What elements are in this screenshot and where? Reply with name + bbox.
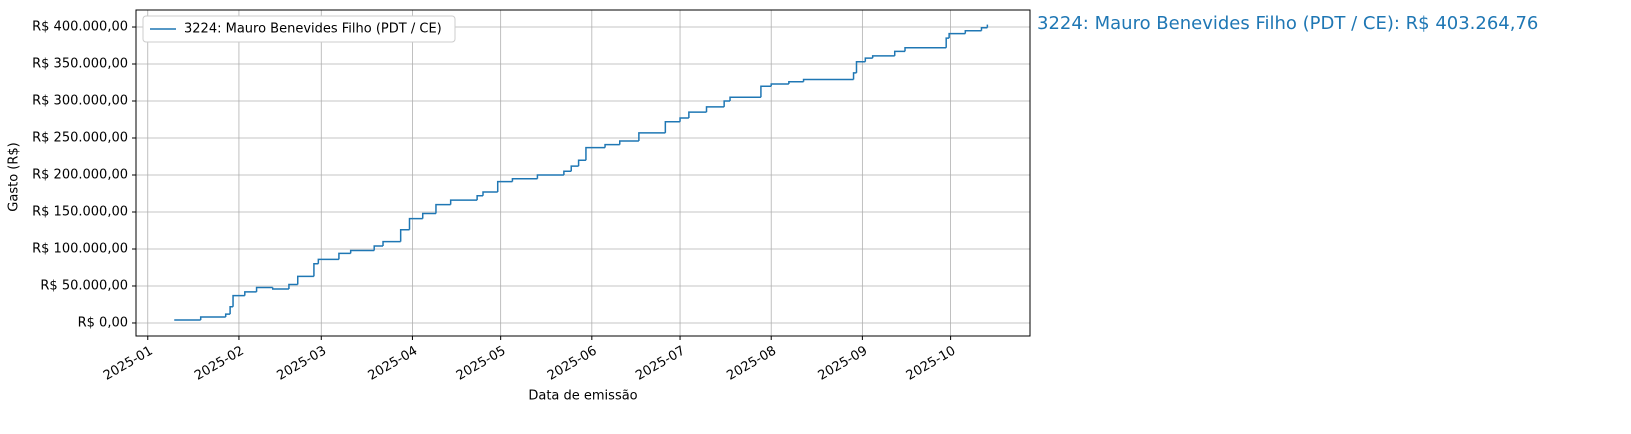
step-segment [338,252,351,260]
step-segment [313,263,319,277]
step-segment [511,177,538,182]
x-axis-label: Data de emissão [528,389,637,404]
step-segment [788,81,804,84]
step-segment [638,132,666,141]
step-segment [729,96,761,102]
y-tick-label: R$ 400.000,00 [32,20,128,35]
step-segment [435,203,451,214]
step-segment [570,165,579,172]
step-segment [760,85,772,98]
step-segment [770,83,789,87]
y-tick-label: R$ 0,00 [78,315,128,330]
step-segment [871,55,895,59]
step-segment [585,146,606,161]
step-segment [964,29,982,34]
step-segment [373,245,384,251]
step-segment [244,291,257,296]
step-segment [723,100,731,107]
step-segment [893,50,906,56]
step-segment [482,191,498,196]
step-segment [496,180,513,193]
step-segment [288,283,298,289]
y-tick-label: R$ 350.000,00 [32,57,128,72]
step-segment [199,316,226,321]
step-segment [679,117,689,122]
legend-box [142,15,456,43]
x-tick-label: 2025-09 [816,344,871,384]
legend-label: 3224: Mauro Benevides Filho (PDT / CE) [184,22,442,37]
step-segment [421,212,436,219]
y-axis-label: Gasto (R$) [7,142,22,211]
step-segment [382,240,401,247]
step-segment [802,78,854,82]
x-tick-label: 2025-05 [454,344,509,384]
plot-frame [135,9,1031,337]
x-tick-label: 2025-01 [101,344,156,384]
step-segment [980,27,988,31]
step-segment [255,286,273,292]
step-segment [945,37,950,48]
step-segment [705,106,725,113]
step-segment [224,313,231,318]
step-segment [408,217,423,230]
step-segment [619,140,639,145]
y-tick-label: R$ 100.000,00 [32,241,128,256]
step-segment [317,258,339,264]
step-segment [948,32,966,39]
step-segment [449,199,478,205]
y-tick-label: R$ 150.000,00 [32,204,128,219]
step-segment [604,143,620,148]
step-segment [229,305,234,315]
step-segment [536,174,564,179]
step-segment [688,111,707,119]
x-tick-label: 2025-02 [192,344,247,384]
step-segment [476,194,484,201]
x-tick-label: 2025-03 [274,344,329,384]
y-tick-label: R$ 50.000,00 [40,278,128,293]
step-segment [349,249,375,254]
y-tick-label: R$ 300.000,00 [32,94,128,109]
step-segment [577,159,586,167]
step-segment [296,275,314,285]
x-tick-label: 2025-10 [904,344,959,384]
x-tick-label: 2025-04 [366,344,421,384]
x-tick-label: 2025-07 [633,344,688,384]
annotation: 3224: Mauro Benevides Filho (PDT / CE): … [1037,13,1538,34]
step-segment [563,170,572,175]
x-tick-label: 2025-08 [724,344,779,384]
step-segment [664,120,681,133]
step-segment [232,294,245,307]
step-segment [864,57,873,62]
step-segment [852,72,857,80]
step-segment [904,46,947,52]
step-segment [271,287,289,290]
step-segment [399,229,410,242]
y-tick-label: R$ 250.000,00 [32,131,128,146]
step-segment [855,61,866,73]
y-tick-label: R$ 200.000,00 [32,167,128,182]
x-tick-label: 2025-06 [545,344,600,384]
